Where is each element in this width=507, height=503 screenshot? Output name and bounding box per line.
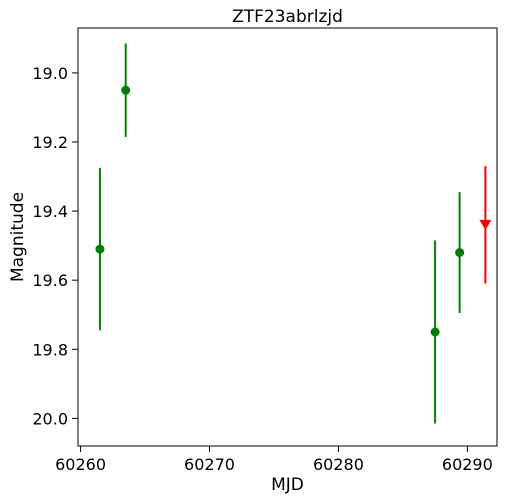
y-tick-label: 20.0: [32, 409, 68, 428]
data-point: [430, 327, 440, 337]
upper-limit-marker: [479, 219, 492, 230]
data-point: [121, 85, 131, 95]
y-axis-label: Magnitude: [8, 192, 28, 282]
y-tick-label: 19.6: [32, 271, 68, 290]
data-point: [95, 244, 105, 254]
x-tick-label: 60270: [184, 455, 235, 474]
y-tick-label: 19.0: [32, 64, 68, 83]
plot-area: [77, 27, 498, 447]
y-tick-label: 19.8: [32, 340, 68, 359]
y-axis-ticks: 19.0 19.2 19.4 19.6 19.8 20.0: [32, 64, 78, 428]
x-axis-ticks: 60260 60270 60280 60290: [55, 446, 493, 474]
x-tick-label: 60280: [313, 455, 364, 474]
x-tick-label: 60290: [442, 455, 493, 474]
y-tick-label: 19.4: [32, 202, 68, 221]
y-tick-label: 19.2: [32, 133, 68, 152]
x-tick-label: 60260: [55, 455, 106, 474]
data-marks: [95, 43, 492, 424]
chart-title: ZTF23abrlzjd: [232, 7, 343, 27]
x-axis-label: MJD: [271, 475, 304, 495]
data-point: [455, 248, 465, 258]
